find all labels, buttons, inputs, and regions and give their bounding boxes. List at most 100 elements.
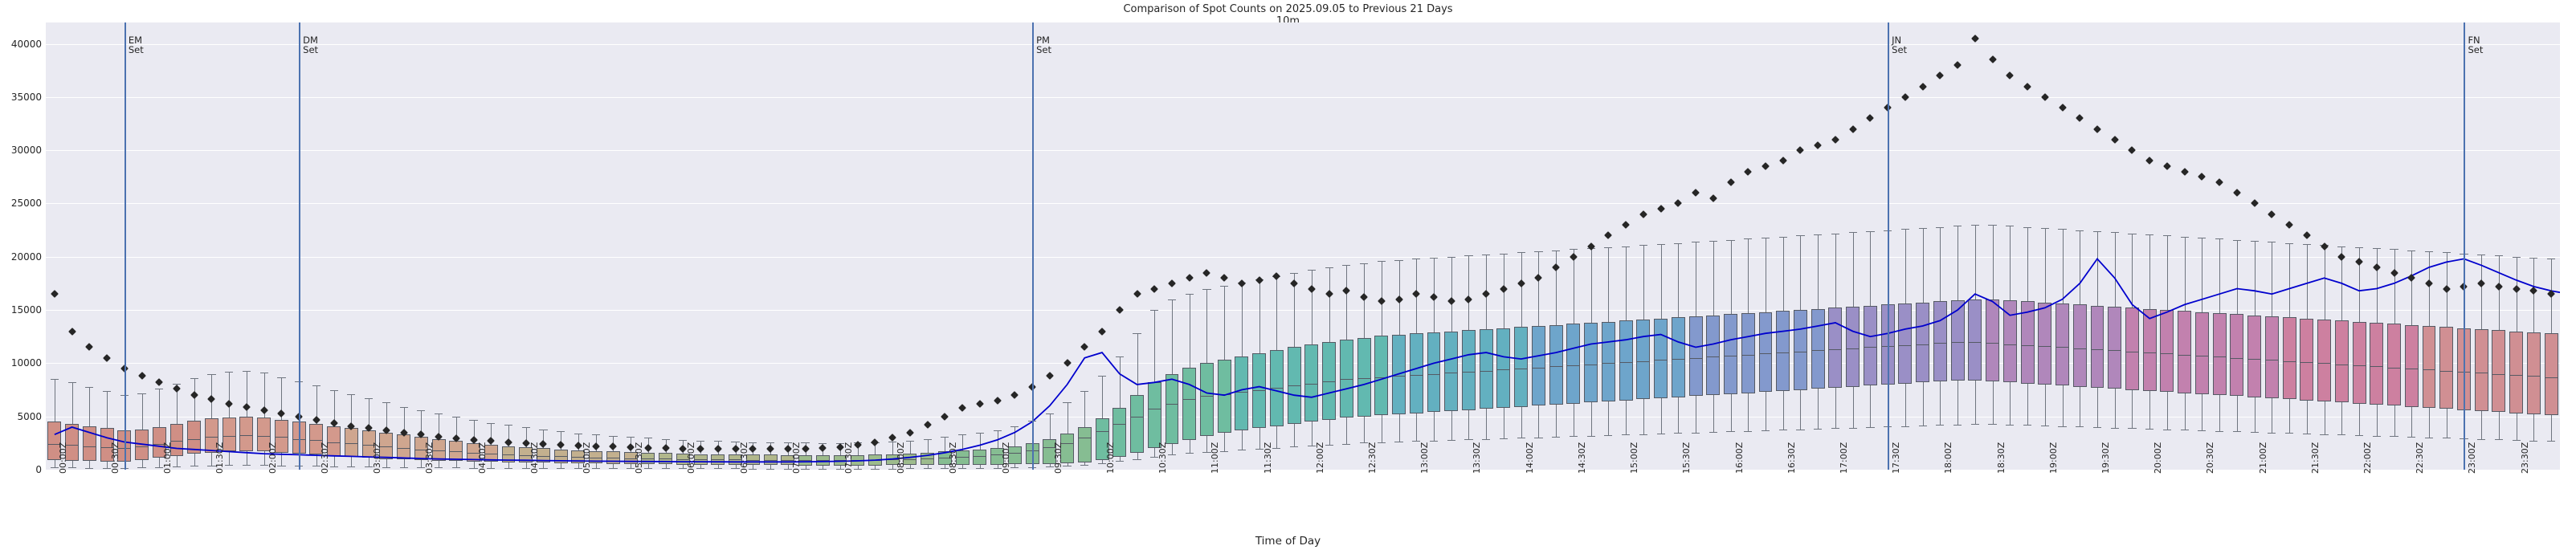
whisker-lower: [2376, 405, 2378, 436]
whisker-upper: [1922, 227, 1924, 303]
whisker-lower: [1206, 435, 1208, 453]
cap-lower: [888, 468, 897, 470]
event-label-dm-set: DM Set: [303, 35, 319, 55]
box: [1880, 304, 1895, 385]
box: [2264, 316, 2279, 399]
cap-upper: [1150, 310, 1159, 312]
median-line: [1374, 377, 1389, 378]
cap-upper: [1359, 263, 1369, 264]
cap-upper: [1778, 236, 1787, 238]
cap-lower: [2494, 439, 2503, 441]
cap-lower: [417, 467, 426, 469]
cap-upper: [120, 395, 129, 397]
cap-lower: [993, 467, 1002, 469]
whisker-upper: [2359, 246, 2361, 322]
cap-upper: [1080, 390, 1089, 392]
median-line: [1619, 362, 1633, 364]
cap-lower: [1447, 439, 1455, 441]
cap-lower: [2407, 436, 2416, 438]
box: [1514, 327, 1529, 407]
box: [1916, 302, 1930, 383]
whisker-upper: [1538, 251, 1540, 326]
cap-upper: [2442, 252, 2451, 254]
whisker-lower: [647, 464, 649, 469]
whisker-upper: [2062, 229, 2064, 304]
current-day-path: [54, 257, 2560, 463]
cap-upper: [1517, 252, 1525, 254]
cap-lower: [923, 468, 932, 470]
cap-upper: [382, 402, 390, 404]
whisker-lower: [1154, 448, 1156, 458]
cap-lower: [2145, 428, 2154, 430]
cap-upper: [713, 441, 722, 442]
cap-lower: [835, 468, 845, 470]
median-line: [990, 454, 1005, 456]
cap-lower: [1569, 436, 1578, 438]
whisker-lower: [2359, 403, 2361, 435]
median-line: [1252, 389, 1267, 391]
x-tick-label: 15:30Z: [1681, 442, 1692, 474]
x-tick-label: 14:00Z: [1524, 442, 1535, 474]
whisker-upper: [71, 382, 73, 424]
whisker-upper: [491, 422, 492, 446]
median-line: [2230, 357, 2244, 359]
median-line: [117, 448, 132, 450]
whisker-upper: [1276, 275, 1278, 351]
whisker-upper: [1329, 267, 1330, 342]
whisker-lower: [2254, 397, 2256, 432]
cap-upper: [102, 390, 112, 392]
y-tick-label: 30000: [10, 145, 42, 157]
cap-lower: [1290, 446, 1299, 448]
cap-upper: [2058, 229, 2067, 230]
whisker-lower: [717, 464, 719, 469]
cap-upper: [521, 426, 530, 428]
whisker-lower: [2062, 385, 2064, 426]
x-tick-label: 21:30Z: [2309, 442, 2321, 474]
whisker-upper: [1940, 226, 1941, 302]
box: [2439, 327, 2454, 409]
whisker-upper: [909, 440, 911, 454]
cap-lower: [1097, 462, 1107, 464]
whisker-lower: [2394, 405, 2395, 437]
cap-lower: [1202, 452, 1211, 454]
cap-lower: [2006, 424, 2015, 426]
cap-lower: [2110, 427, 2119, 429]
median-line: [2108, 350, 2122, 352]
cap-lower: [259, 465, 268, 466]
cap-upper: [1010, 426, 1019, 427]
median-line: [65, 445, 80, 446]
whisker-lower: [333, 455, 335, 466]
median-line: [1322, 381, 1337, 382]
cap-upper: [1133, 333, 1141, 335]
x-tick-label: 11:30Z: [1262, 442, 1273, 474]
cap-lower: [2529, 440, 2538, 442]
whisker-lower: [386, 458, 387, 467]
cap-lower: [365, 466, 374, 468]
cap-upper: [1394, 259, 1403, 261]
cap-lower: [2285, 433, 2294, 434]
box: [1007, 446, 1022, 465]
median-line: [344, 442, 358, 444]
cap-lower: [1552, 436, 1561, 438]
whisker-lower: [1660, 398, 1662, 434]
whisker-upper: [2096, 230, 2098, 306]
box: [292, 422, 306, 454]
median-line: [1880, 346, 1895, 348]
median-line: [431, 450, 446, 452]
cap-upper: [2424, 251, 2434, 253]
median-line: [1601, 363, 1615, 365]
cap-upper: [975, 432, 984, 434]
whisker-lower: [263, 451, 265, 466]
median-line: [1636, 360, 1651, 362]
cap-upper: [958, 434, 967, 436]
whisker-lower: [857, 465, 859, 469]
cap-lower: [1045, 466, 1054, 468]
whisker-upper: [1119, 356, 1121, 409]
median-line: [921, 458, 935, 460]
cap-lower: [382, 466, 390, 468]
cap-upper: [1447, 256, 1455, 258]
cap-upper: [1936, 226, 1945, 228]
whisker-lower: [2236, 396, 2238, 432]
x-tick-label: 05:00Z: [581, 442, 592, 474]
